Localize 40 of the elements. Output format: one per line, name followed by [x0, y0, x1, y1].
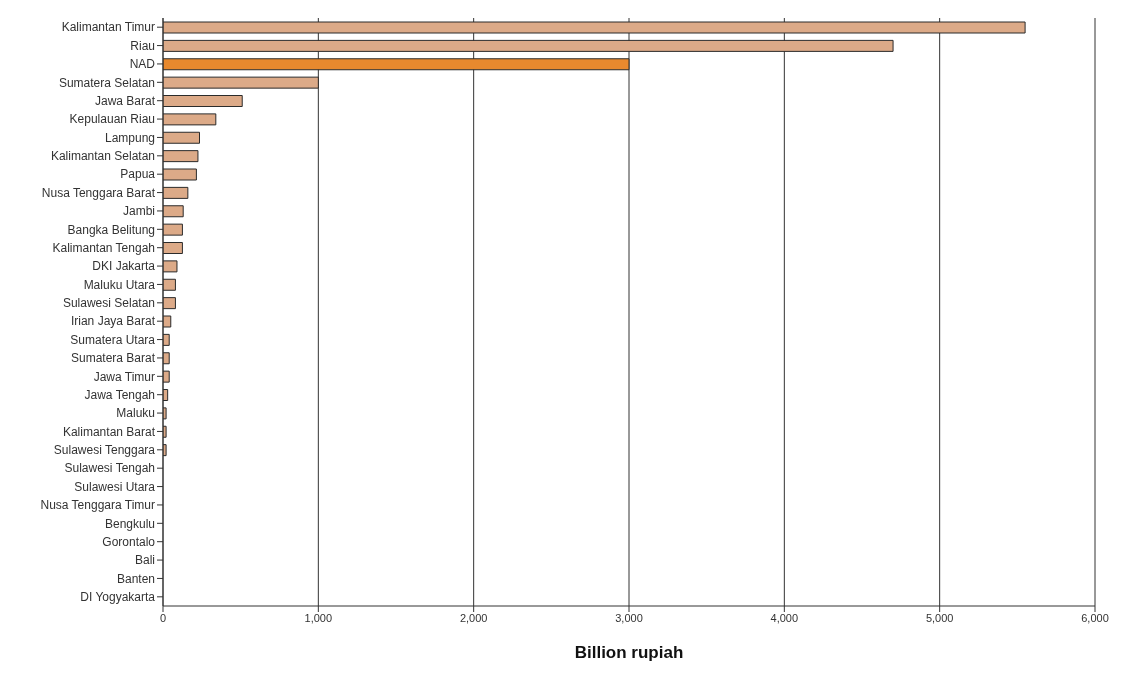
y-tick-label: Kalimantan Selatan	[50, 149, 155, 164]
y-tick-label: Jawa Timur	[93, 369, 155, 384]
y-tick-label: Lampung	[104, 130, 155, 145]
y-tick-label: Banten	[116, 571, 155, 586]
y-tick-label: Bengkulu	[104, 516, 155, 531]
y-tick-label: Papua	[120, 167, 156, 182]
y-tick-label: NAD	[129, 57, 156, 72]
y-tick-label: Irian Jaya Barat	[70, 314, 156, 329]
y-tick-label: Nusa Tenggara Barat	[41, 185, 156, 200]
y-tick-label: Nusa Tenggara Timur	[40, 498, 155, 513]
y-tick-label: Kalimantan Timur	[61, 20, 155, 35]
y-tick-label: Gorontalo	[102, 534, 156, 549]
x-tick-label: 1,000	[304, 611, 333, 624]
x-tick-label: 5,000	[925, 611, 954, 624]
x-tick-label: 0	[159, 611, 167, 624]
y-tick-label: Maluku	[116, 406, 155, 421]
y-tick-label: Sulawesi Tengah	[64, 461, 155, 476]
y-tick-label: Sumatera Selatan	[58, 75, 155, 90]
x-tick-label: 2,000	[459, 611, 488, 624]
y-tick-label: Jawa Barat	[94, 93, 156, 108]
y-tick-label: DI Yogyakarta	[80, 590, 156, 605]
y-tick-label: Sumatera Utara	[70, 332, 156, 347]
y-tick-label: Bangka Belitung	[67, 222, 155, 237]
x-axis-title: Billion rupiah	[574, 643, 684, 662]
y-tick-label: Jambi	[122, 204, 155, 219]
y-tick-label: Jawa Tengah	[84, 387, 155, 402]
y-tick-label: Maluku Utara	[83, 277, 156, 292]
y-tick-label: Sulawesi Selatan	[62, 296, 155, 311]
y-tick-label: Kalimantan Barat	[62, 424, 156, 439]
y-tick-label: Kepulauan Riau	[69, 112, 155, 127]
x-tick-label: 3,000	[615, 611, 643, 624]
y-tick-label: Kalimantan Tengah	[52, 240, 155, 255]
x-tick-label: 4,000	[770, 611, 799, 624]
x-tick-label: 6,000	[1081, 611, 1109, 624]
y-tick-label: Riau	[130, 38, 155, 53]
y-tick-label: Sulawesi Utara	[74, 479, 156, 494]
y-tick-label: Sulawesi Tenggara	[53, 443, 156, 458]
y-tick-label: Bali	[134, 553, 155, 568]
y-tick-label: DKI Jakarta	[92, 259, 156, 274]
y-tick-label: Sumatera Barat	[70, 351, 156, 366]
